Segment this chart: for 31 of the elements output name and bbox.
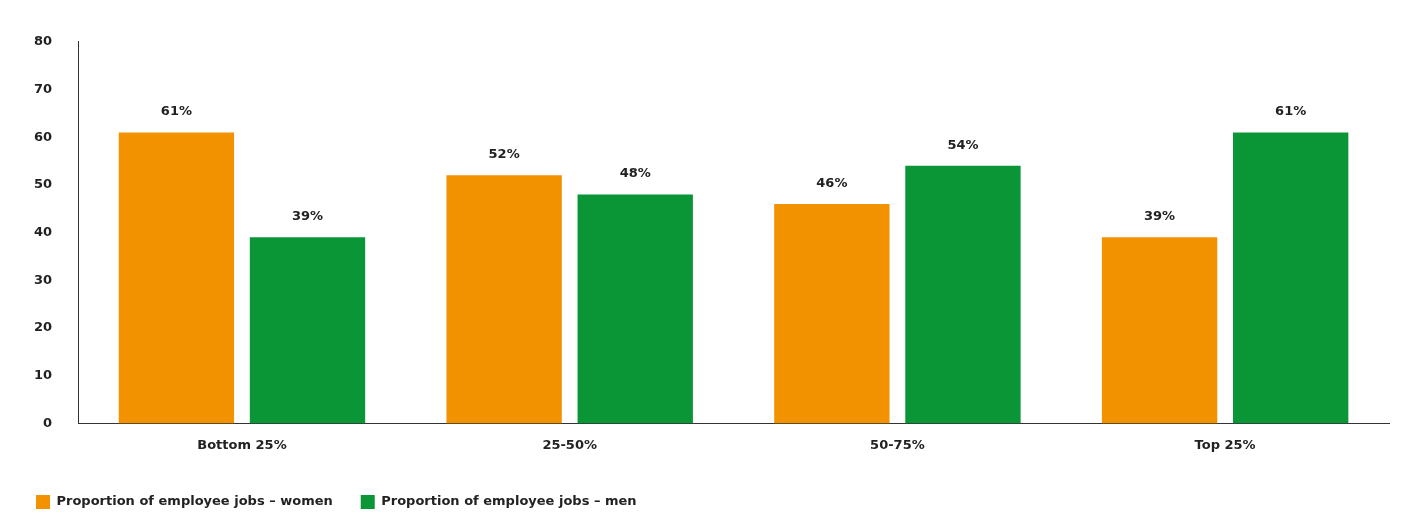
data-label: 61% — [160, 103, 192, 119]
x-tick-label: 50-75% — [870, 436, 925, 452]
data-label: 61% — [1275, 103, 1307, 119]
x-tick-label: Top 25% — [1194, 436, 1256, 452]
y-tick-label: 80 — [34, 33, 53, 49]
data-label: 48% — [619, 165, 651, 181]
x-tick-label: 25-50% — [542, 436, 597, 452]
bar — [905, 165, 1021, 424]
x-tick-label: Bottom 25% — [197, 436, 287, 452]
bar — [1101, 237, 1218, 424]
data-label: 52% — [488, 146, 520, 162]
data-label: 39% — [291, 208, 324, 224]
y-tick-label: 40 — [34, 223, 53, 239]
y-tick-label: 0 — [43, 414, 53, 430]
y-tick-label: 60 — [34, 128, 53, 144]
y-tick-label: 30 — [34, 271, 53, 287]
y-tick-label: 10 — [34, 367, 53, 383]
bar — [1233, 132, 1349, 424]
data-label: 54% — [947, 136, 979, 152]
bar — [249, 237, 366, 424]
bar — [774, 203, 890, 424]
bar — [118, 132, 235, 424]
legend-label: Proportion of employee jobs – men — [381, 493, 637, 509]
bar — [446, 175, 562, 424]
y-tick-label: 20 — [34, 319, 53, 335]
data-label: 46% — [816, 174, 848, 190]
y-tick-label: 50 — [34, 176, 53, 192]
data-label: 39% — [1144, 208, 1176, 224]
legend-label: Proportion of employee jobs – women — [56, 493, 333, 509]
bar — [577, 194, 693, 424]
y-tick-label: 70 — [34, 80, 53, 96]
